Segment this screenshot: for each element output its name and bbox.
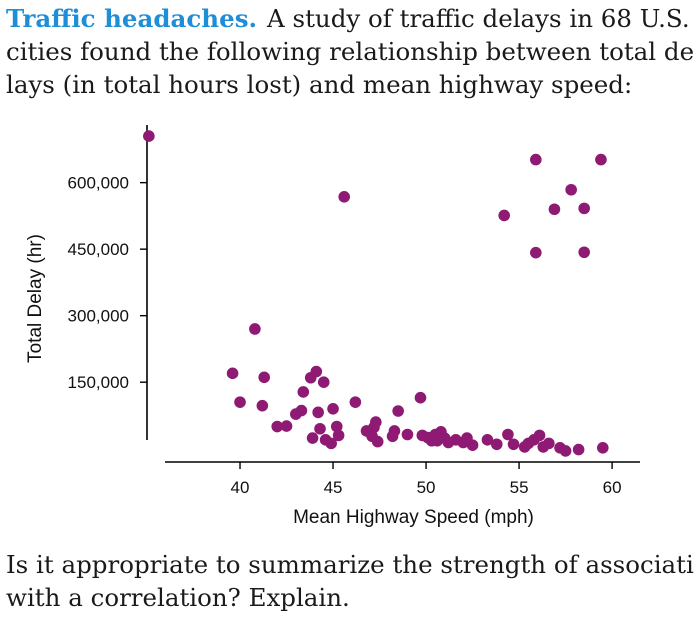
data-point xyxy=(226,367,239,380)
data-point xyxy=(310,365,323,378)
y-tick-label: 300,000 xyxy=(68,307,129,326)
chart-axes xyxy=(146,125,640,463)
data-point xyxy=(256,399,269,412)
x-tick-label: 55 xyxy=(510,478,529,497)
x-tick-label: 60 xyxy=(603,478,622,497)
x-tick-label: 40 xyxy=(231,478,250,497)
data-point xyxy=(578,202,590,215)
data-point xyxy=(258,371,271,384)
data-point xyxy=(317,376,330,388)
y-axis-label: Total Delay (hr) xyxy=(25,234,46,363)
data-point xyxy=(249,323,261,335)
intro-text-1: A study of traffic delays in 68 U.S. xyxy=(267,4,690,33)
data-point xyxy=(572,443,585,456)
intro-line-2: cities found the following relationship … xyxy=(6,37,695,66)
data-point xyxy=(349,396,362,408)
data-point xyxy=(330,420,343,433)
data-point xyxy=(596,442,609,454)
y-tick-label: 600,000 xyxy=(68,174,129,193)
data-point xyxy=(280,420,293,432)
data-point xyxy=(490,438,503,451)
x-tick-label: 50 xyxy=(417,478,436,497)
data-point xyxy=(327,402,339,415)
data-point xyxy=(507,438,520,451)
data-point xyxy=(401,428,414,441)
data-point xyxy=(271,420,284,433)
intro-line-3: lays (in total hours lost) and mean high… xyxy=(6,70,633,99)
data-point xyxy=(530,153,542,166)
data-point xyxy=(370,416,382,428)
data-point xyxy=(392,405,404,417)
data-point xyxy=(533,429,546,442)
data-point xyxy=(314,422,326,435)
problem-question: Is it appropriate to summarize the stren… xyxy=(6,548,695,614)
data-point xyxy=(530,246,542,259)
data-point xyxy=(371,435,384,448)
chart-ticks: 40 45 50 55 60 150,000 300,000 450,000 600,000 xyxy=(68,174,622,497)
data-point xyxy=(414,391,427,404)
data-point xyxy=(595,153,607,166)
data-point xyxy=(338,191,351,203)
data-point xyxy=(234,396,246,408)
problem-title: Traffic headaches. xyxy=(6,4,258,33)
data-point xyxy=(565,183,577,196)
data-point xyxy=(332,429,345,442)
data-point xyxy=(297,386,310,398)
x-tick-label: 45 xyxy=(324,478,343,497)
question-line-2: with a correlation? Explain. xyxy=(6,583,350,612)
x-axis-label: Mean Highway Speed (mph) xyxy=(293,507,534,528)
data-point xyxy=(543,437,555,450)
data-point xyxy=(466,439,479,451)
data-point xyxy=(388,425,401,437)
data-point xyxy=(502,428,514,441)
data-point xyxy=(143,130,155,142)
y-tick-label: 450,000 xyxy=(68,240,129,259)
problem-intro: Traffic headaches. A study of traffic del… xyxy=(6,2,695,101)
question-line-1: Is it appropriate to summarize the stren… xyxy=(6,550,695,579)
chart-points xyxy=(143,130,609,457)
data-point xyxy=(306,432,319,444)
data-point xyxy=(498,209,510,222)
intro-line-1: Traffic headaches. A study of traffic del… xyxy=(6,2,690,35)
data-point xyxy=(548,203,561,216)
data-point xyxy=(325,437,337,450)
data-point xyxy=(312,406,324,419)
y-tick-label: 150,000 xyxy=(68,373,129,392)
data-point xyxy=(295,404,308,417)
data-point xyxy=(559,445,572,457)
data-point xyxy=(481,434,494,446)
data-point xyxy=(578,246,590,259)
